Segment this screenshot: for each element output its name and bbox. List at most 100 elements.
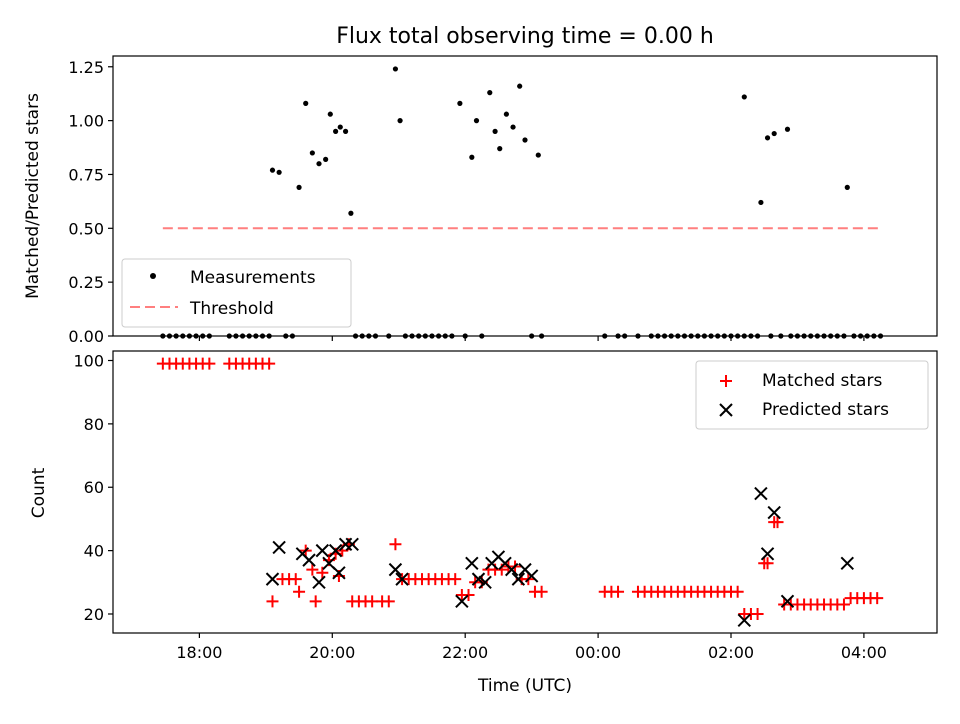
measurement-point [296, 184, 302, 190]
bottom-y-axis-label: Count [29, 467, 49, 518]
measurement-point [794, 333, 801, 339]
measurement-point [801, 333, 807, 339]
measurement-point [655, 333, 661, 339]
measurement-point [741, 94, 747, 100]
legend-measurements-marker [150, 273, 156, 279]
measurement-point [449, 333, 455, 339]
bottom-data-marks [156, 357, 884, 628]
measurement-point [615, 333, 621, 339]
bottom-x-axis: 18:00 20:00 22:00 00:00 02:00 04:00 [176, 633, 887, 662]
measurement-point [392, 66, 399, 72]
legend-matched-label: Matched stars [762, 371, 882, 391]
predicted-stars-point [737, 613, 751, 628]
measurement-point [253, 333, 259, 339]
matched-stars-point [389, 538, 402, 551]
x-tick-label: 04:00 [841, 643, 887, 662]
predicted-stars-point [312, 575, 326, 590]
measurement-point [233, 333, 239, 339]
top-y-tick-label: 0.75 [68, 165, 104, 184]
predicted-stars-point [505, 562, 519, 577]
x-tick-label: 20:00 [309, 643, 355, 662]
measurement-point [851, 333, 857, 339]
measurement-point [333, 128, 339, 134]
measurement-point [422, 333, 428, 339]
matched-stars-point [263, 357, 276, 370]
measurement-point [352, 333, 359, 339]
bottom-y-tick-label: 80 [84, 415, 104, 434]
measurement-point [487, 90, 493, 96]
measurement-point [503, 111, 509, 117]
measurement-point [193, 333, 199, 339]
measurement-point [180, 333, 186, 339]
measurement-point [323, 156, 329, 162]
measurement-point [200, 333, 206, 339]
measurement-point [416, 333, 422, 339]
matched-stars-point [612, 585, 625, 598]
top-panel: 0.00 0.25 0.50 0.75 1.00 1.25 Matched/Predict… [23, 55, 938, 346]
measurement-point [309, 150, 315, 156]
matched-stars-point [462, 588, 475, 601]
measurement-point [741, 333, 747, 339]
measurement-point [688, 333, 694, 339]
predicted-stars-point [332, 566, 346, 580]
measurement-point [402, 333, 408, 339]
legend-threshold-label: Threshold [189, 299, 274, 319]
measurement-point [764, 135, 771, 141]
top-legend-frame [121, 258, 352, 328]
x-tick-label: 22:00 [442, 643, 488, 662]
matched-stars-point [382, 595, 395, 608]
measurement-point [436, 333, 442, 339]
measurement-point [337, 124, 343, 130]
legend-measurements-label: Measurements [190, 268, 316, 288]
top-data-marks [160, 66, 884, 339]
measurement-point [871, 333, 877, 339]
measurement-point [784, 126, 791, 132]
measurement-point [259, 333, 266, 339]
measurement-point [857, 333, 864, 339]
measurement-point [510, 124, 516, 130]
predicted-stars-point [328, 543, 343, 558]
measurement-point [648, 333, 654, 339]
predicted-stars-point [388, 562, 403, 577]
matched-stars-point [535, 585, 548, 598]
measurement-point [771, 130, 777, 137]
measurement-point [675, 333, 681, 339]
bottom-panel: 20 40 60 80 100 18:00 20:00 22:00 00:00 02:00 04:… [29, 350, 938, 696]
measurement-point [283, 333, 289, 339]
measurement-point [479, 333, 485, 339]
bottom-y-tick-label: 40 [84, 542, 104, 561]
chart-title: Flux total observing time = 0.00 h [336, 24, 714, 49]
measurement-point [715, 333, 721, 339]
measurement-point [735, 333, 741, 339]
measurement-point [429, 333, 435, 339]
measurement-point [442, 333, 448, 339]
top-y-tick-label: 0.00 [68, 327, 104, 346]
measurement-point [386, 333, 392, 339]
top-y-axis-label: Matched/Predicted stars [23, 93, 43, 299]
measurement-point [834, 333, 840, 339]
x-tick-label: 02:00 [708, 643, 754, 662]
measurement-point [844, 184, 850, 190]
matched-stars-point [751, 607, 764, 620]
measurement-point [173, 333, 179, 339]
top-legend: Measurements Threshold [121, 258, 352, 328]
top-y-tick-label: 0.25 [68, 273, 104, 292]
measurement-point [359, 333, 365, 339]
predicted-stars-point [524, 569, 539, 583]
predicted-stars-point [840, 556, 854, 570]
measurement-point [372, 333, 379, 339]
matched-stars-point [871, 592, 884, 605]
measurement-point [535, 152, 541, 158]
top-y-axis: 0.00 0.25 0.50 0.75 1.00 1.25 [68, 58, 113, 346]
matched-stars-point [771, 516, 784, 529]
measurement-point [661, 333, 668, 339]
predicted-stars-point [265, 572, 280, 586]
matched-stars-point [306, 563, 319, 576]
measurement-point [788, 333, 794, 339]
predicted-stars-point [754, 486, 768, 501]
bottom-y-tick-label: 100 [73, 352, 104, 371]
measurement-point [473, 118, 480, 124]
measurement-point [841, 333, 847, 339]
predicted-stars-point [478, 575, 492, 590]
